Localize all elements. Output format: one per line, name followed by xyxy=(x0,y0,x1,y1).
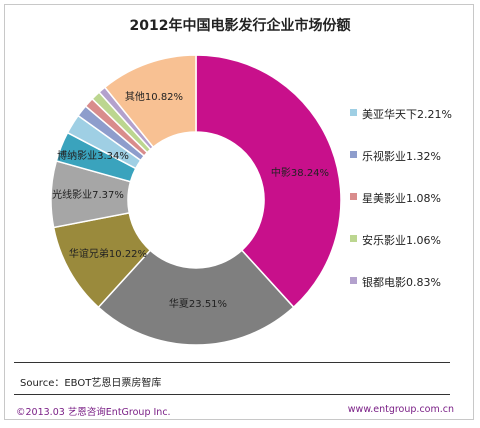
slice-2 xyxy=(97,249,295,346)
legend-swatch xyxy=(350,235,357,242)
divider-bottom xyxy=(14,394,450,395)
source-note: Source：EBOT艺恩日票房智库 xyxy=(20,378,162,389)
slice-label-11: 其他10.82% xyxy=(125,90,183,103)
slice-1 xyxy=(195,54,342,309)
slice-label-2: 华夏23.51% xyxy=(169,297,227,310)
slice-label-3: 华谊兄弟10.22% xyxy=(69,247,147,260)
slice-label-4: 光线影业7.37% xyxy=(52,188,124,201)
slice-11 xyxy=(103,54,197,149)
legend-swatch xyxy=(350,151,357,158)
legend-swatch xyxy=(350,109,357,116)
legend-label: 美亚华天下2.21% xyxy=(362,108,452,121)
slice-label-5: 博纳影业3.34% xyxy=(57,149,129,162)
legend-label: 乐视影业1.32% xyxy=(362,150,441,163)
slice-label-1: 中影38.24% xyxy=(271,166,329,179)
website-link[interactable]: www.entgroup.com.cn xyxy=(347,404,454,415)
chart-title: 2012年中国电影发行企业市场份额 xyxy=(129,18,351,34)
legend-label: 星美影业1.08% xyxy=(362,192,441,205)
divider-top xyxy=(14,362,450,363)
copyright-text: ©2013.03 艺恩咨询EntGroup Inc. xyxy=(16,407,171,418)
legend-label: 安乐影业1.06% xyxy=(362,234,441,247)
legend-label: 银都电影0.83% xyxy=(362,276,441,289)
legend-swatch xyxy=(350,277,357,284)
legend-swatch xyxy=(350,193,357,200)
